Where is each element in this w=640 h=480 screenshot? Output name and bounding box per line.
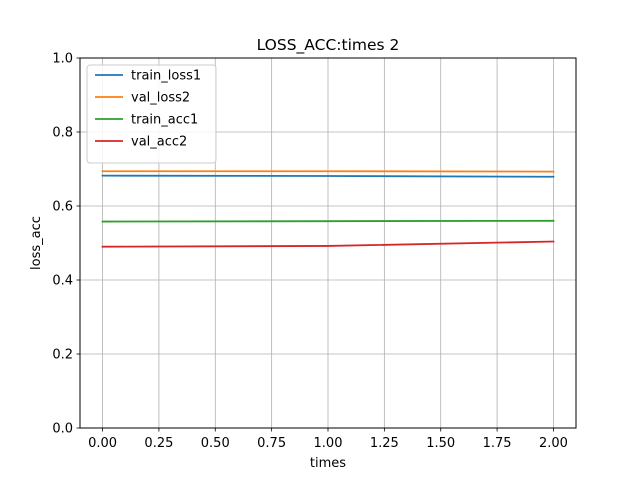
legend-label: train_acc1 (131, 113, 198, 128)
y-tick-label: 0.8 (52, 126, 73, 141)
x-axis-ticks: 0.00 0.25 0.50 0.75 1.00 1.25 1.50 1.75 2.00 (88, 428, 568, 451)
series-lines (101, 170, 555, 248)
x-tick-label: 0.50 (201, 436, 230, 451)
y-tick-label: 0.4 (52, 274, 73, 289)
x-tick-label: 0.00 (88, 436, 117, 451)
y-tick-label: 0.0 (52, 422, 73, 437)
y-tick-label: 0.6 (52, 200, 73, 215)
x-tick-label: 1.00 (314, 436, 343, 451)
y-tick-label: 1.0 (52, 52, 73, 67)
x-tick-label: 1.50 (426, 436, 455, 451)
series-line-val_acc2 (101, 240, 555, 248)
y-tick-label: 0.2 (52, 348, 73, 363)
x-tick-label: 0.25 (144, 436, 173, 451)
x-tick-label: 1.25 (370, 436, 399, 451)
x-axis-title: times (310, 456, 346, 471)
legend: train_loss1 val_loss2 train_acc1 val_acc2 (86, 64, 217, 164)
chart-title: LOSS_ACC:times 2 (257, 36, 400, 55)
x-tick-label: 1.75 (483, 436, 512, 451)
y-axis-title: loss_acc (29, 216, 44, 270)
series-line-train_loss1 (101, 174, 555, 178)
series-line-train_acc1 (101, 219, 555, 223)
legend-label: train_loss1 (131, 69, 201, 84)
legend-box (86, 64, 217, 164)
x-tick-label: 0.75 (257, 436, 286, 451)
x-tick-label: 2.00 (539, 436, 568, 451)
legend-label: val_acc2 (131, 135, 187, 150)
legend-label: val_loss2 (131, 91, 190, 106)
y-axis-ticks: 0.0 0.2 0.4 0.6 0.8 1.0 (52, 52, 80, 437)
